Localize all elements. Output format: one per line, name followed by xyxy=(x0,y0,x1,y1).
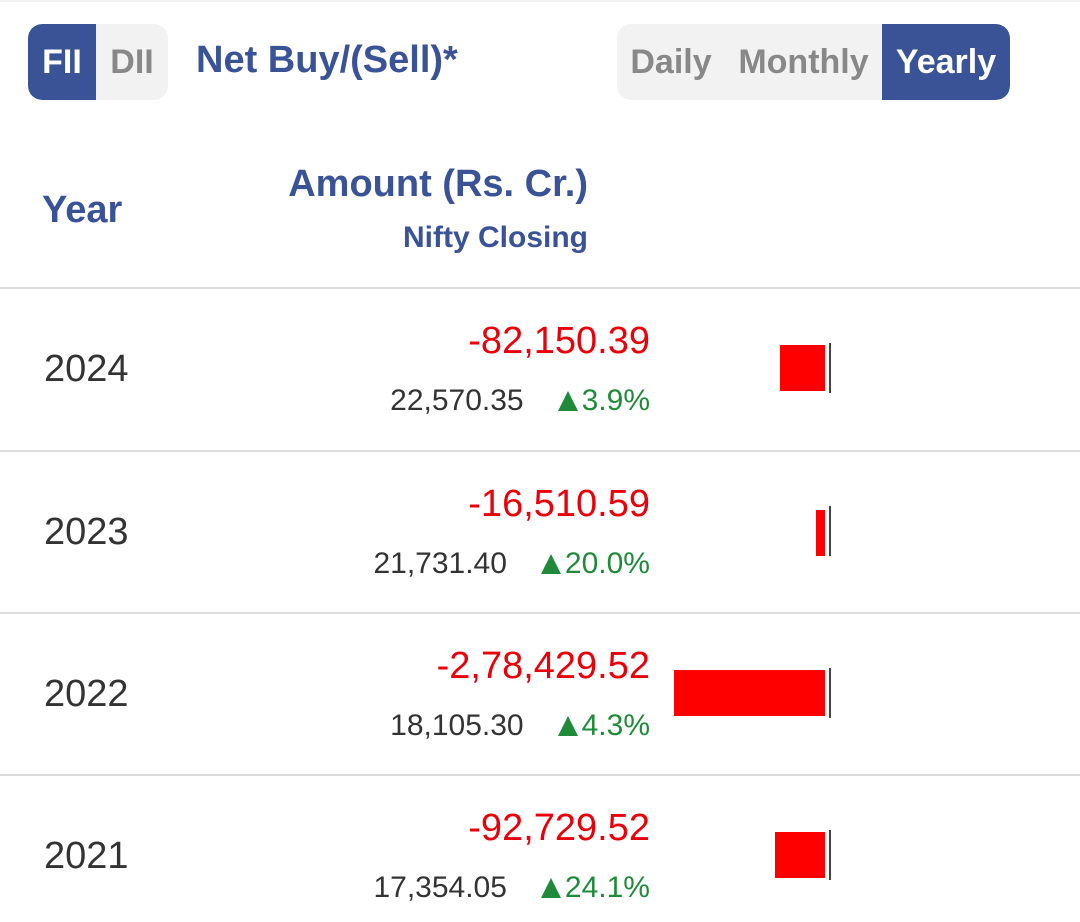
header-divider xyxy=(0,287,1080,289)
table-row[interactable]: 2024 -82,150.39 22,570.35 3.9% xyxy=(0,289,1080,449)
row-year: 2024 xyxy=(44,348,129,390)
row-closing-line: 17,354.05 24.1% xyxy=(373,868,650,908)
row-change-value: 4.3% xyxy=(581,709,650,742)
amount-bar xyxy=(674,670,825,716)
row-divider xyxy=(0,612,1080,614)
row-divider xyxy=(0,774,1080,776)
row-year: 2021 xyxy=(44,835,129,877)
table-row[interactable]: 2023 -16,510.59 21,731.40 20.0% xyxy=(0,452,1080,612)
investor-type-toggle: FII DII xyxy=(28,24,168,100)
amount-bar xyxy=(775,832,825,878)
nifty-closing-column-header: Nifty Closing xyxy=(403,221,588,254)
row-amount: -82,150.39 xyxy=(468,320,650,362)
up-arrow-icon xyxy=(540,554,561,574)
yearly-tab[interactable]: Yearly xyxy=(882,24,1010,100)
row-closing-line: 21,731.40 20.0% xyxy=(373,544,650,584)
row-change-value: 3.9% xyxy=(581,384,650,417)
row-year: 2023 xyxy=(44,511,129,553)
row-change: 20.0% xyxy=(540,544,650,584)
bar-axis-line xyxy=(829,343,831,393)
row-change-value: 20.0% xyxy=(564,547,650,580)
table-row[interactable]: 2022 -2,78,429.52 18,105.30 4.3% xyxy=(0,614,1080,774)
row-closing-line: 22,570.35 3.9% xyxy=(390,381,650,421)
row-change: 3.9% xyxy=(557,381,650,421)
bar-axis-line xyxy=(829,668,831,718)
row-amount: -16,510.59 xyxy=(468,483,650,525)
row-nifty-closing: 21,731.40 xyxy=(373,547,507,580)
row-change: 24.1% xyxy=(540,868,650,908)
row-nifty-closing: 17,354.05 xyxy=(373,871,507,904)
period-toggle: Daily Monthly Yearly xyxy=(617,24,1010,100)
amount-column-header: Amount (Rs. Cr.) xyxy=(288,163,588,205)
section-title: Net Buy/(Sell)* xyxy=(196,39,458,81)
fii-toggle-button[interactable]: FII xyxy=(28,24,96,100)
up-arrow-icon xyxy=(557,716,578,736)
amount-bar xyxy=(780,345,825,391)
amount-bar xyxy=(816,510,825,556)
row-nifty-closing: 18,105.30 xyxy=(390,709,524,742)
row-change-value: 24.1% xyxy=(564,871,650,904)
top-edge xyxy=(0,0,1080,2)
row-change: 4.3% xyxy=(557,706,650,746)
bar-axis-line xyxy=(829,506,831,556)
monthly-tab[interactable]: Monthly xyxy=(738,42,869,81)
dii-toggle-button[interactable]: DII xyxy=(110,42,154,81)
daily-tab[interactable]: Daily xyxy=(630,42,712,81)
up-arrow-icon xyxy=(540,878,561,898)
table-row[interactable]: 2021 -92,729.52 17,354.05 24.1% xyxy=(0,776,1080,922)
row-closing-line: 18,105.30 4.3% xyxy=(390,706,650,746)
row-year: 2022 xyxy=(44,673,129,715)
row-divider xyxy=(0,450,1080,452)
row-nifty-closing: 22,570.35 xyxy=(390,384,524,417)
year-column-header: Year xyxy=(42,189,123,231)
up-arrow-icon xyxy=(557,391,578,411)
bar-axis-line xyxy=(829,830,831,880)
row-amount: -2,78,429.52 xyxy=(436,645,650,687)
row-amount: -92,729.52 xyxy=(468,807,650,849)
